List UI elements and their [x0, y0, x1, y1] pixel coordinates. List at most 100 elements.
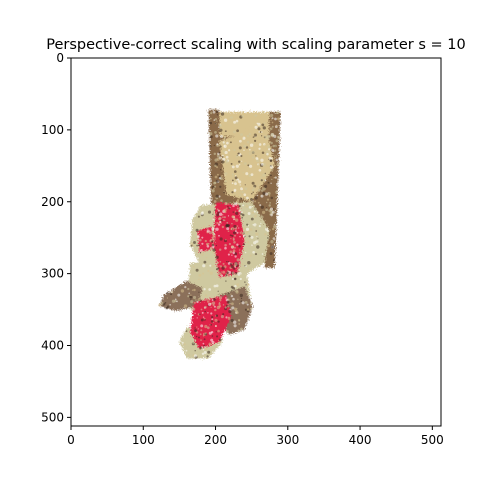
splat-dot	[231, 165, 235, 169]
splat-dot	[232, 204, 235, 208]
splat-dot	[217, 126, 220, 129]
splat-dot	[241, 233, 244, 236]
splat-dot	[256, 194, 259, 197]
splat-dot	[270, 240, 274, 244]
y-tick-label: 300	[41, 267, 64, 281]
splat-dot	[234, 202, 238, 206]
splat-dot	[192, 218, 195, 222]
splat-dot	[238, 180, 242, 184]
splat-dot	[258, 184, 260, 186]
splat-dot	[224, 130, 227, 133]
splat-dot	[246, 283, 250, 287]
splat-dot	[213, 144, 215, 147]
splat-dot	[256, 235, 258, 238]
splat-dot	[211, 316, 214, 319]
splat-dot	[198, 291, 200, 293]
splat-dot	[245, 146, 249, 149]
splat-dot	[222, 141, 225, 144]
splat-dot	[234, 284, 237, 288]
splat-dot	[230, 294, 234, 298]
splat-dot	[251, 150, 255, 154]
splat-dot	[234, 210, 237, 212]
splat-dot	[214, 122, 217, 125]
y-tick-label: 500	[41, 410, 64, 424]
splat-dot	[253, 241, 257, 245]
splat-dot	[250, 203, 252, 205]
splat-dot	[221, 225, 225, 229]
splat-dot	[257, 163, 260, 166]
splat-dot	[237, 152, 240, 155]
splat-dot	[214, 209, 216, 211]
splat-dot	[257, 122, 261, 126]
splat-dot	[269, 165, 274, 169]
splat-dot	[230, 162, 233, 165]
splat-dot	[265, 208, 268, 212]
splat-dot	[234, 255, 237, 258]
splat-dot	[216, 173, 219, 176]
splat-dot	[233, 120, 237, 124]
splat-dot	[253, 214, 257, 218]
splat-dot	[227, 317, 231, 320]
splat-dot	[236, 258, 240, 262]
image-region-bear-left-arm	[159, 280, 203, 311]
splat-dot	[252, 134, 255, 137]
splat-dot	[254, 196, 258, 200]
splat-dot	[233, 232, 235, 234]
splat-dot	[223, 173, 228, 177]
splat-dot	[270, 213, 273, 217]
splat-dot	[275, 196, 278, 199]
splat-dot	[205, 256, 208, 259]
splat-dot	[198, 336, 200, 339]
splat-dot	[232, 211, 235, 213]
splat-dot	[258, 225, 261, 228]
splat-dot	[211, 231, 215, 235]
splat-dot	[190, 296, 193, 299]
splat-dot	[230, 302, 234, 306]
splat-dot	[244, 231, 248, 235]
splat-dot	[200, 212, 204, 216]
plot-frame	[70, 57, 442, 427]
splat-dot	[252, 191, 254, 194]
splat-dot	[189, 327, 192, 330]
splat-dot	[247, 201, 249, 204]
splat-dot	[243, 232, 245, 234]
splat-dot	[249, 303, 252, 306]
splat-dot	[240, 187, 244, 191]
splat-dot	[264, 192, 269, 196]
y-tick-label: 200	[41, 195, 64, 209]
splat-dot	[246, 115, 249, 118]
splat-dot	[208, 231, 212, 235]
splat-dot	[199, 346, 202, 350]
splat-dot	[271, 178, 273, 181]
splat-dot	[238, 204, 241, 208]
splat-dot	[248, 132, 251, 136]
splat-dot	[252, 250, 255, 254]
splat-dot	[211, 340, 215, 344]
splat-dot	[258, 147, 261, 150]
splat-dot	[268, 204, 271, 207]
splat-dot	[219, 168, 222, 171]
splat-dot	[226, 260, 228, 263]
splat-dot	[260, 135, 263, 137]
splat-dot	[215, 331, 217, 333]
splat-dot	[207, 137, 212, 142]
splat-dot	[197, 235, 200, 238]
splat-dot	[190, 298, 192, 300]
splat-dot	[233, 170, 237, 173]
splat-dot	[232, 237, 235, 240]
splat-dot	[218, 133, 221, 135]
splat-dot	[254, 139, 257, 142]
splat-dot	[257, 188, 261, 192]
splat-dot	[252, 116, 256, 120]
splat-dot	[276, 162, 280, 167]
splat-dot	[231, 289, 233, 292]
splat-dot	[222, 304, 225, 306]
splat-dot	[233, 234, 237, 237]
image-region-red-ribbon-lower	[190, 295, 232, 350]
splat-dot	[239, 184, 241, 186]
splat-dot	[236, 179, 239, 182]
splat-dot	[249, 151, 252, 155]
splat-dot	[252, 136, 255, 138]
splat-dot	[220, 222, 222, 224]
splat-dot	[212, 218, 215, 220]
